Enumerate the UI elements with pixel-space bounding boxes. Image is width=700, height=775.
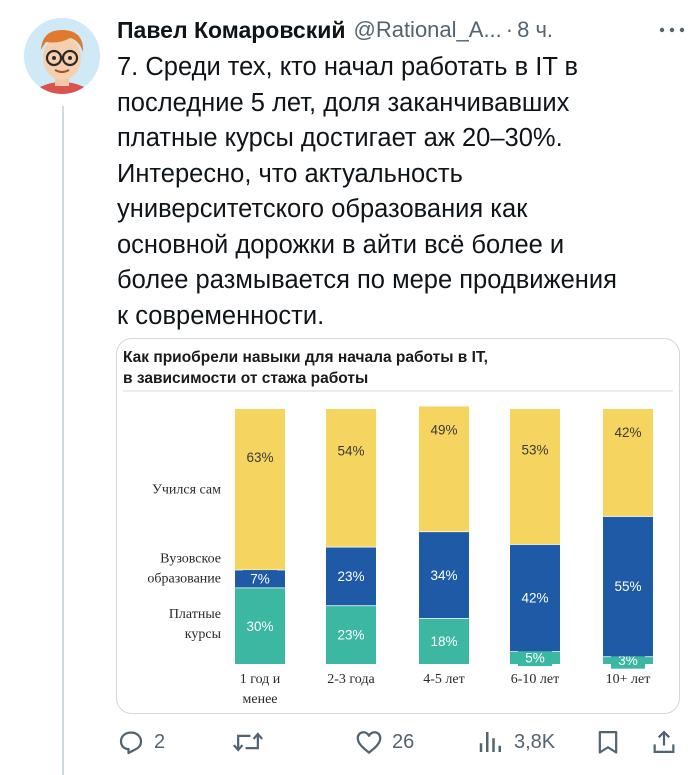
data-label: 63% [246,450,273,465]
bar-segment [510,544,560,652]
data-label: 3% [618,653,638,668]
reply-icon [119,731,143,755]
bar-segment [326,409,376,547]
data-label-box [243,570,277,588]
stacked-bar-chart: Как приобрели навыки для начала работы в… [123,349,673,707]
chart-title-line-1: Как приобрели навыки для начала работы в… [123,349,488,366]
data-label: 55% [614,579,641,594]
bar-segment [419,531,469,619]
legend-label: образование [147,572,221,587]
tweet-text: 7. Среди тех, кто начал работать в IT в … [117,53,617,330]
bar-segment [419,406,469,532]
legend-label: Вузовское [160,552,221,567]
data-label: 42% [521,591,548,606]
chart-x-labels: 1 год и менее 2-3 года 4-5 лет 6-10 лет 10+ л… [240,672,651,707]
retweet-icon [233,732,263,752]
retweet-button[interactable] [232,722,272,762]
like-count: 26 [392,730,415,753]
data-label: 18% [430,634,457,649]
views-bar-icon [479,732,501,752]
separator-dot: · [505,17,514,42]
legend-label: курсы [185,627,222,642]
bar-segment [326,605,376,664]
x-tick-label: 1 год и [240,672,281,687]
share-button[interactable] [650,722,678,762]
tweet-media-chart[interactable]: Как приобрели навыки для начала работы в… [116,338,680,714]
chart-title-line-2: в зависимости от стажа работы [123,370,368,387]
data-label: 53% [521,443,548,458]
bar-segment [510,409,560,545]
x-tick-label: 10+ лет [606,672,651,687]
x-tick-label: менее [243,692,278,707]
data-label: 5% [525,651,545,666]
tweet-actions: 2 26 3,8K [116,722,686,762]
bar-segment [235,587,285,664]
x-tick-label: 4-5 лет [423,672,464,687]
tweet-header: Павел Комаровский @Rational_A... · 8 ч. [117,12,687,48]
heart-icon [356,731,382,754]
reply-count: 2 [154,730,166,753]
data-label: 54% [337,443,364,458]
x-tick-label: 2-3 года [327,672,375,687]
data-label: 7% [250,572,270,587]
views-count: 3,8K [514,730,556,753]
views-button[interactable]: 3,8K [476,722,555,762]
data-label: 30% [246,619,273,634]
x-tick-label: 6-10 лет [511,672,559,687]
bar-segment [419,618,469,664]
thread-line [62,106,64,775]
tweet-time[interactable]: 8 ч. [517,17,554,42]
chart-bars: 30% 7% 63% 23% 23% 54% 18% 34% 49% 5% 42% 53% 3% 55% 4… [235,406,653,669]
author-name[interactable]: Павел Комаровский [117,16,346,43]
data-label: 49% [430,422,457,437]
legend-label: Платные [169,607,221,622]
like-button[interactable]: 26 [354,722,414,762]
cartoon-avatar-with-glasses [24,18,100,94]
reply-button[interactable]: 2 [116,722,165,762]
bar-segment [326,546,376,606]
avatar[interactable] [24,18,100,94]
bookmark-icon [598,730,618,754]
chart-legend: Платные курсы Вузовское образование Учился с… [147,482,221,641]
bar-segment [603,516,653,657]
data-label: 34% [430,568,457,583]
data-label: 23% [337,628,364,643]
data-label: 23% [337,569,364,584]
legend-label: Учился сам [152,482,221,497]
share-icon [653,730,675,754]
bookmark-button[interactable] [594,722,622,762]
author-handle[interactable]: @Rational_A... [353,17,502,42]
data-label-box [518,649,552,667]
data-label: 42% [614,425,641,440]
bar-segment [603,409,653,517]
more-dots-icon[interactable] [657,20,687,40]
bar-segment [235,409,285,570]
